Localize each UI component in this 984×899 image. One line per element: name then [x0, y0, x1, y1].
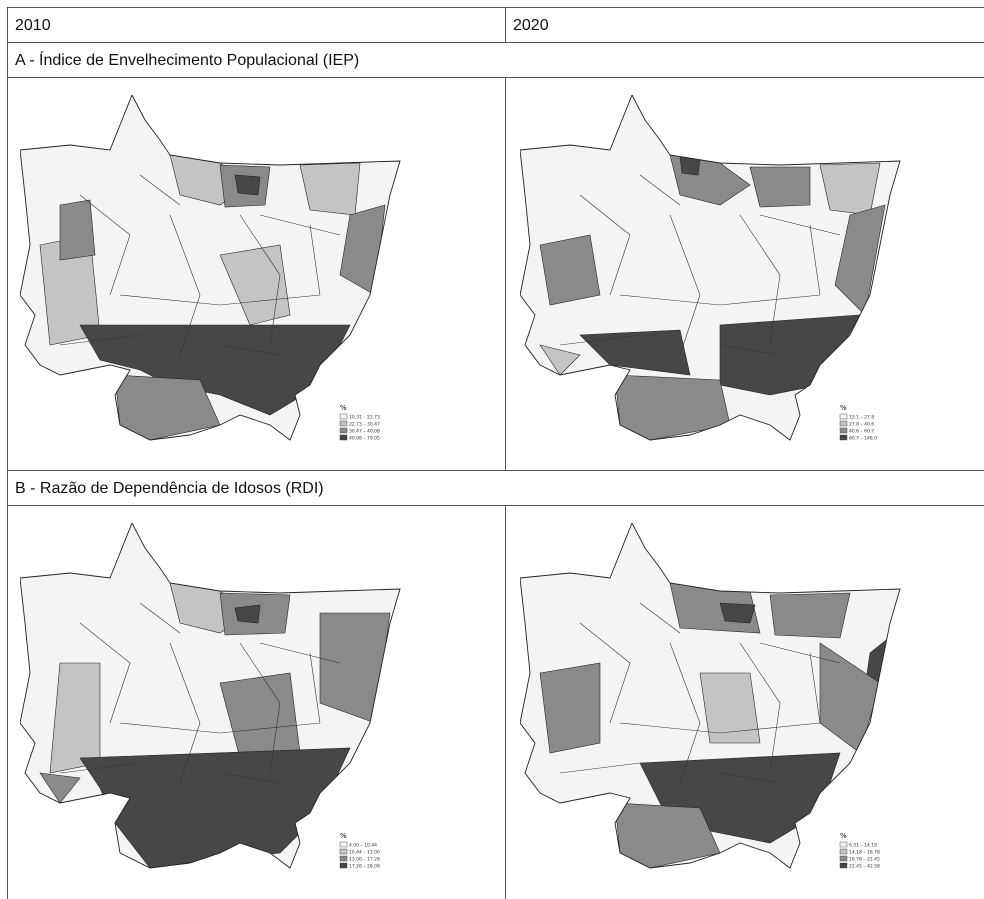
header-cell: 2010	[7, 7, 506, 43]
legend-title: %	[840, 832, 847, 840]
region	[540, 663, 600, 753]
region	[720, 603, 755, 623]
legend-label: 4.00 – 10.44	[349, 843, 377, 849]
legend-label: 16.78 – 22.45	[849, 857, 880, 863]
legend-label: 22.73 – 30.47	[349, 422, 380, 428]
legend-swatch	[840, 863, 847, 868]
legend-label: 60.7 – 148.0	[849, 436, 877, 442]
map: %15.1 – 27.827.8 – 40.640.6 – 60.760.7 –…	[520, 95, 910, 450]
legend-label: 13.00 – 17.28	[349, 857, 380, 863]
legend-label: 14.18 – 16.78	[849, 850, 880, 856]
page: 2010 2020 A - Índice de Envelhecimento P…	[0, 0, 984, 899]
legend-label: 10.44 – 13.00	[349, 850, 380, 856]
legend-swatch	[840, 842, 847, 847]
region	[700, 673, 760, 743]
legend-swatch	[840, 856, 847, 861]
region	[540, 235, 600, 305]
legend-swatch	[840, 414, 847, 419]
region	[320, 613, 390, 723]
legend-label: 22.45 – 42.58	[849, 864, 880, 870]
legend-title: %	[340, 404, 347, 412]
region	[60, 200, 95, 260]
legend-label: 40.6 – 60.7	[849, 429, 874, 435]
legend-swatch	[840, 428, 847, 433]
region	[235, 175, 260, 195]
legend-label: 40.08 – 79.05	[349, 436, 380, 442]
header-cell: 2020	[505, 7, 984, 43]
legend-swatch	[840, 849, 847, 854]
legend-swatch	[340, 856, 347, 861]
legend-label: 6.31 – 14.18	[849, 843, 877, 849]
region	[750, 167, 810, 207]
legend-swatch	[840, 421, 847, 426]
section-cell: B - Razão de Dependência de Idosos (RDI)	[7, 470, 984, 506]
legend-label: 15.1 – 27.8	[849, 415, 874, 421]
legend-title: %	[340, 832, 347, 840]
legend-swatch	[340, 421, 347, 426]
region	[235, 605, 260, 623]
legend-swatch	[340, 414, 347, 419]
legend-swatch	[340, 842, 347, 847]
legend-swatch	[340, 849, 347, 854]
legend-swatch	[840, 435, 847, 440]
legend-label: 30.47 – 40.08	[349, 429, 380, 435]
legend-swatch	[340, 863, 347, 868]
region	[615, 375, 730, 440]
column-header: 2010	[15, 17, 51, 34]
legend-swatch	[340, 428, 347, 433]
column-header: 2020	[513, 17, 549, 34]
section-title: B - Razão de Dependência de Idosos (RDI)	[15, 480, 324, 497]
region	[770, 593, 850, 638]
legend-label: 27.8 – 40.6	[849, 422, 874, 428]
section-cell: A - Índice de Envelhecimento Populaciona…	[7, 42, 984, 78]
legend-title: %	[840, 404, 847, 412]
region	[720, 315, 860, 395]
section-title: A - Índice de Envelhecimento Populaciona…	[15, 52, 359, 69]
legend-label: 10.31 – 22.73	[349, 415, 380, 421]
legend-swatch	[340, 435, 347, 440]
legend-label: 17.28 – 28.08	[349, 864, 380, 870]
